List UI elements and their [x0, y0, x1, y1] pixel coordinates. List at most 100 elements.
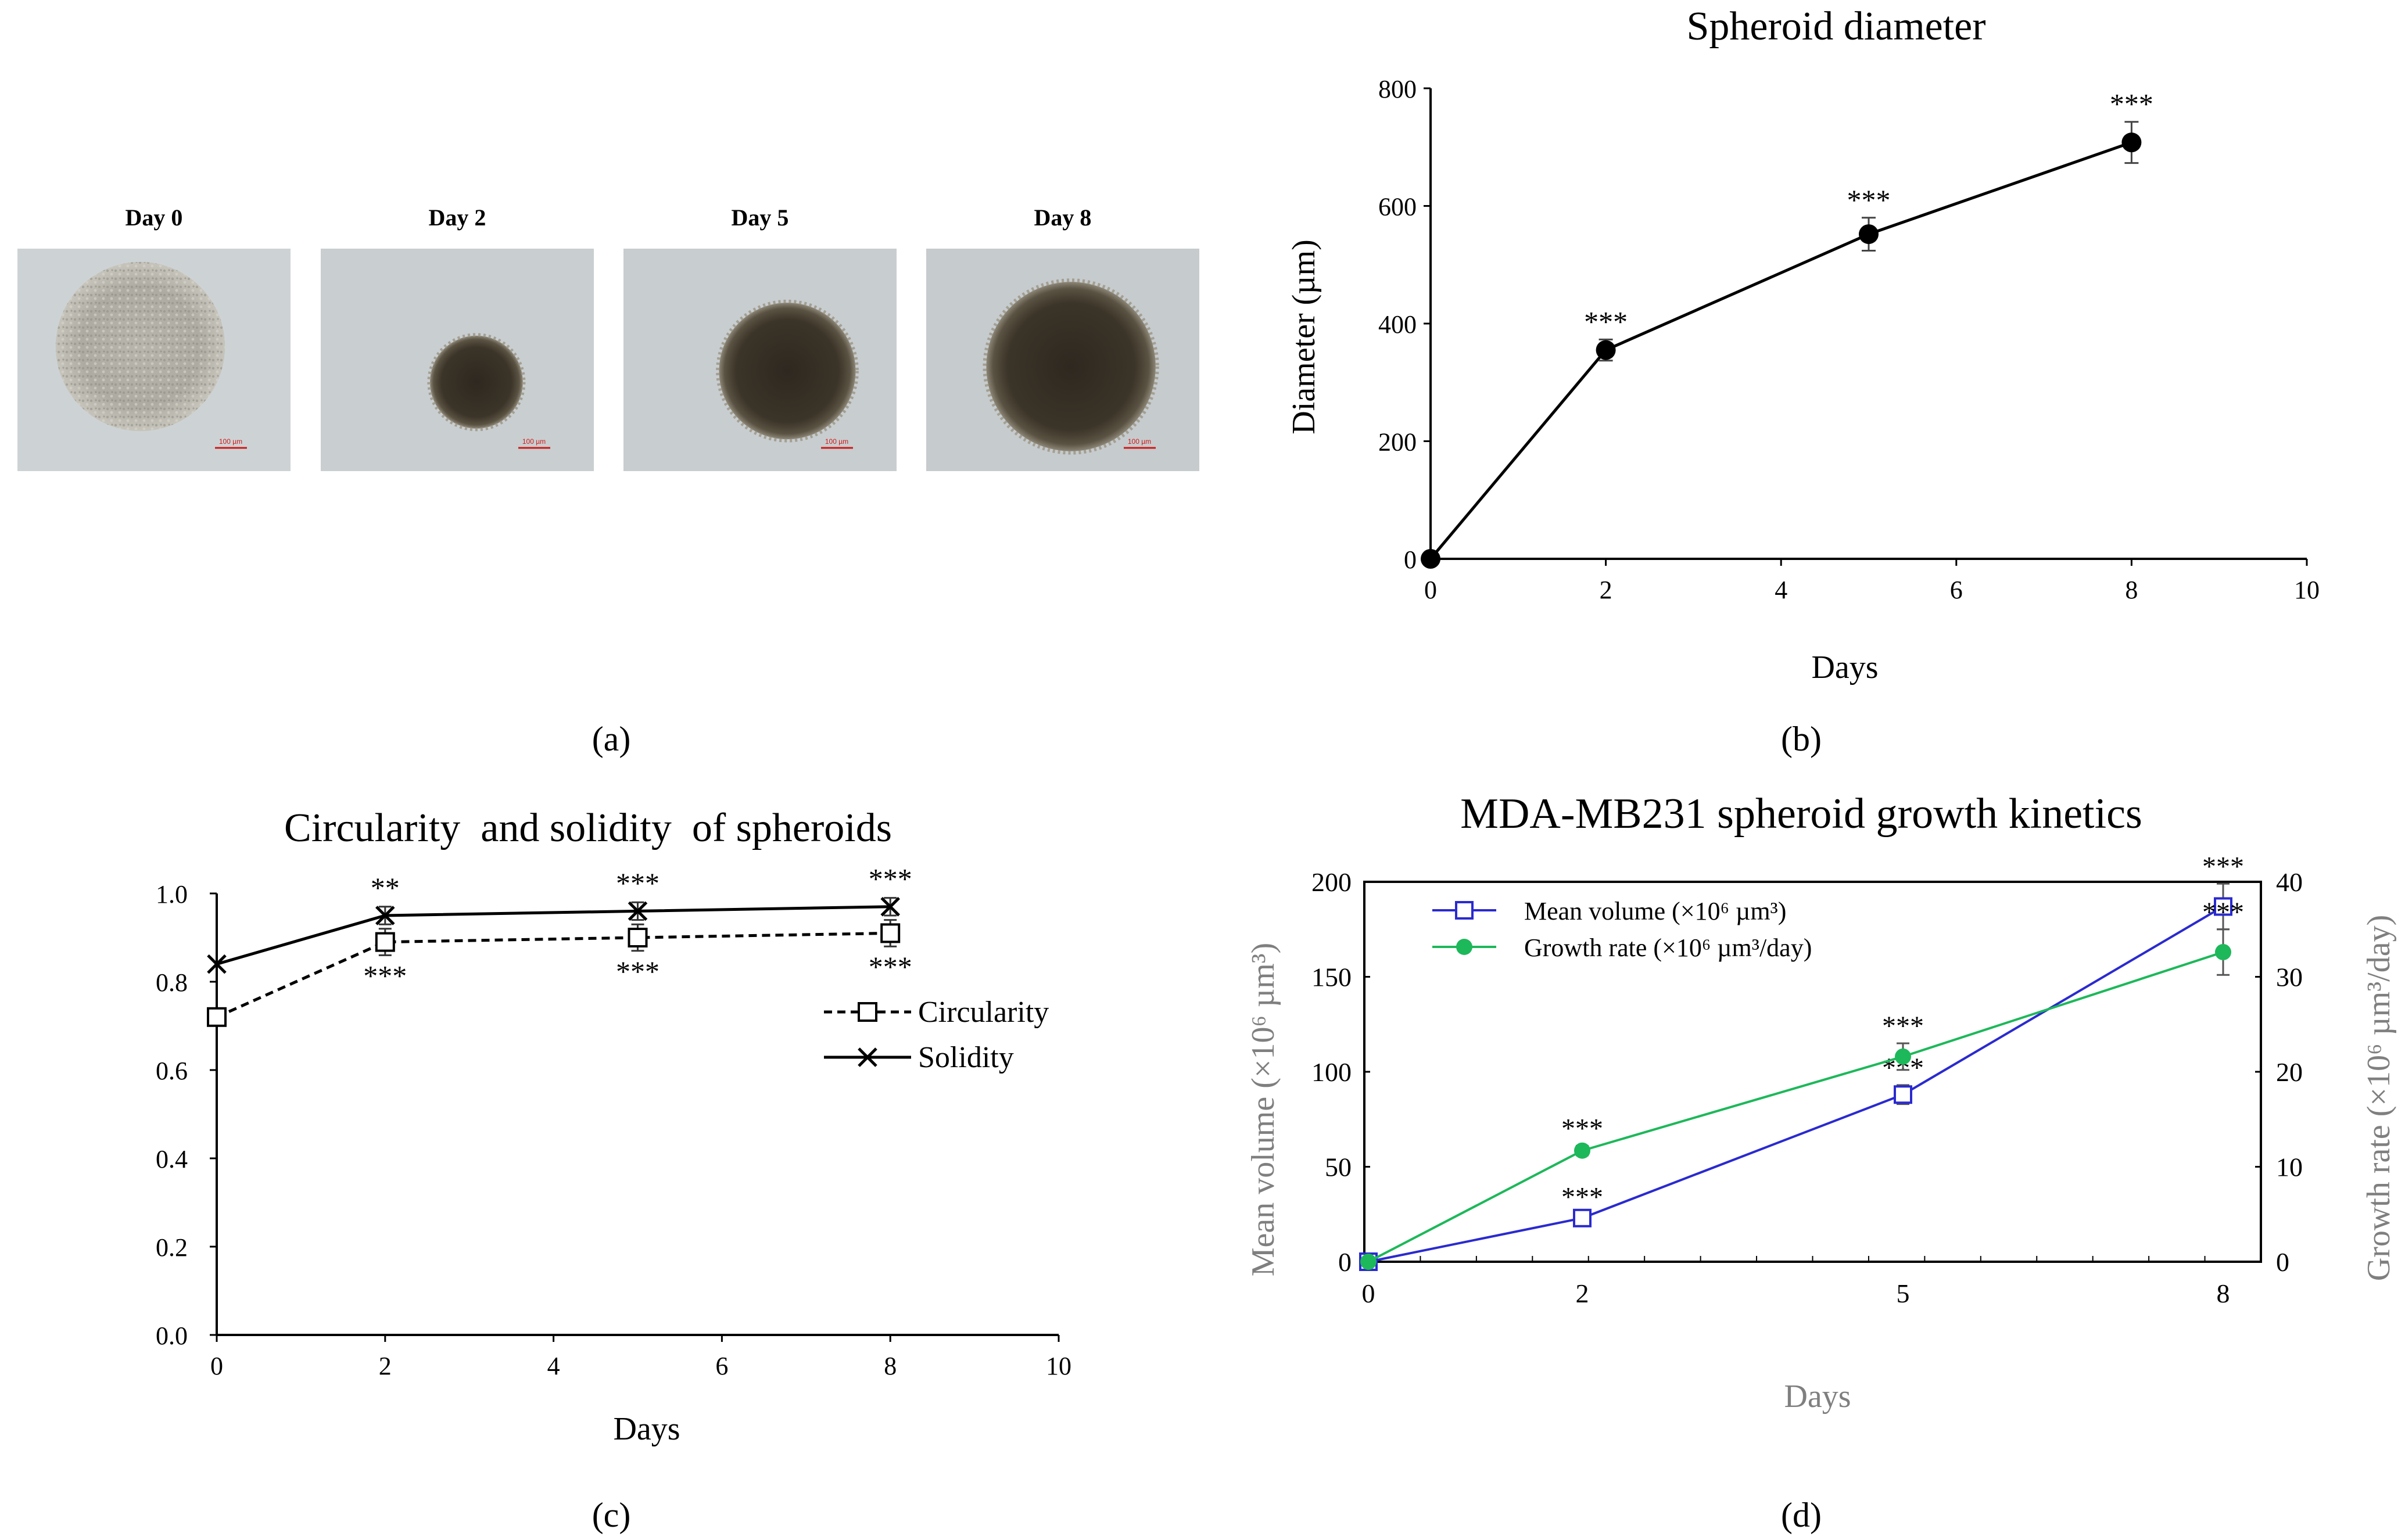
significance-mark: ***: [1882, 1011, 1924, 1042]
significance-mark: ***: [1847, 184, 1891, 216]
significance-mark: ***: [616, 867, 660, 899]
series-line: [216, 905, 891, 966]
significance-mark: ***: [2202, 851, 2244, 882]
data-point: [2121, 132, 2142, 153]
x-tick-label: 6: [715, 1352, 728, 1380]
spheroid: [719, 303, 856, 440]
micrograph-day-label: Day 5: [732, 204, 789, 231]
scale-bar-text: 100 µm: [219, 437, 242, 446]
x-tick-label: 6: [1950, 576, 1963, 604]
spheroid: [430, 335, 523, 429]
x-tick-label: 10: [2294, 576, 2320, 604]
significance-mark: ***: [2202, 897, 2244, 928]
y-tick-label: 0.0: [156, 1322, 188, 1350]
significance-mark: ***: [1561, 1114, 1603, 1144]
significance-mark: ***: [363, 959, 407, 992]
y-tick-label: 0.8: [156, 968, 188, 997]
x-tick-label: 4: [1775, 576, 1787, 604]
y-tick-label-right: 30: [2276, 963, 2303, 992]
significance-mark: ***: [869, 863, 912, 895]
x-tick-label: 2: [1576, 1279, 1589, 1308]
micrograph-day-label: Day 2: [429, 204, 486, 231]
y-tick-label-left: 0: [1338, 1247, 1352, 1277]
y-tick-label: 400: [1378, 310, 1417, 339]
x-tick-label: 8: [2217, 1279, 2230, 1308]
series-line: [1368, 951, 2224, 1263]
series-line: [216, 931, 891, 1019]
panel-label-b: (b): [1781, 720, 1822, 758]
series-line: [1429, 141, 2132, 560]
data-point: [858, 1047, 877, 1067]
data-point: [1596, 340, 1616, 360]
data-point: [880, 923, 901, 943]
x-tick-label: 10: [1046, 1352, 1071, 1380]
spheroid-rim: [716, 299, 859, 443]
significance-mark: **: [371, 871, 400, 904]
data-point: [628, 901, 648, 921]
data-point: [1455, 901, 1474, 920]
x-tick-label: 0: [1424, 576, 1437, 604]
scale-bar-text: 100 µm: [522, 437, 546, 446]
significance-mark: ***: [2110, 88, 2153, 120]
legend-label: Solidity: [918, 1041, 1014, 1074]
y-tick-label: 0.6: [156, 1057, 188, 1085]
chart-b-title: Spheroid diameter: [1686, 4, 1985, 49]
data-point: [1456, 939, 1472, 955]
chart-d-xlabel: Days: [1784, 1379, 1851, 1415]
legend-label: Growth rate (×10⁶ µm³/day): [1524, 934, 1812, 962]
micrograph-panel: Day 0 100 µm Day 2 100 µm Day 5 100 µm Day 8 10…: [17, 204, 1199, 471]
chart-c-title: Circularity and solidity of spheroids: [284, 806, 892, 850]
panel-label-d: (d): [1781, 1496, 1822, 1534]
data-point: [1895, 1048, 1911, 1065]
y-tick-label: 0.2: [156, 1233, 188, 1262]
micrograph-day-label: Day 8: [1034, 204, 1092, 231]
y-tick-label: 800: [1378, 75, 1417, 103]
x-tick-label: 8: [884, 1352, 897, 1380]
y-tick-label: 0: [1404, 545, 1417, 574]
spheroid-rim: [983, 278, 1159, 455]
x-tick-label: 2: [1600, 576, 1612, 604]
data-point: [375, 906, 395, 925]
x-tick-label: 4: [547, 1352, 560, 1380]
data-point: [628, 928, 648, 947]
y-tick-label-left: 150: [1311, 963, 1352, 992]
y-tick-label: 200: [1378, 428, 1417, 457]
x-tick-label: 5: [1897, 1279, 1910, 1308]
panel-label-c: (c): [592, 1496, 631, 1534]
chart-circularity-solidity: Circularity and solidity of spheroids Da…: [156, 806, 1071, 1447]
data-point: [207, 1007, 227, 1027]
panel-labels: (a) (b) (c) (d): [592, 720, 1822, 1534]
y-tick-label: 0.4: [156, 1145, 188, 1173]
y-tick-label-right: 0: [2276, 1247, 2289, 1277]
x-tick-label: 8: [2125, 576, 2138, 604]
spheroid-texture: [55, 261, 225, 432]
data-point: [1573, 1208, 1592, 1227]
chart-b-ylabel: Diameter (µm): [1286, 239, 1322, 434]
significance-mark: ***: [869, 950, 912, 983]
chart-spheroid-diameter: Spheroid diameter Days Diameter (µm) 020…: [1286, 4, 2320, 685]
y-tick-label-right: 40: [2276, 867, 2303, 897]
data-point: [1859, 224, 1879, 245]
data-point: [1574, 1142, 1590, 1159]
y-tick-label: 600: [1378, 193, 1417, 221]
plot-frame: [1363, 881, 2262, 1263]
chart-d-ylabel-right: Growth rate (×10⁶ µm³/day): [2361, 915, 2397, 1281]
data-point: [207, 954, 227, 974]
chart-d-title: MDA-MB231 spheroid growth kinetics: [1460, 790, 2142, 838]
legend-label: Circularity: [918, 996, 1049, 1029]
panel-label-a: (a): [592, 720, 631, 758]
x-tick-label: 0: [1362, 1279, 1375, 1308]
data-point: [2215, 943, 2231, 960]
scale-bar-text: 100 µm: [825, 437, 848, 446]
y-tick-label-left: 200: [1311, 867, 1352, 897]
data-point: [1360, 1254, 1377, 1270]
significance-mark: ***: [616, 955, 660, 988]
chart-growth-kinetics: MDA-MB231 spheroid growth kinetics Days …: [1245, 790, 2397, 1415]
data-point: [375, 932, 395, 952]
y-tick-label-left: 100: [1311, 1057, 1352, 1087]
data-point: [2214, 897, 2232, 916]
data-point: [1894, 1085, 1912, 1104]
x-tick-label: 2: [379, 1352, 392, 1380]
chart-b-xlabel: Days: [1811, 649, 1878, 685]
